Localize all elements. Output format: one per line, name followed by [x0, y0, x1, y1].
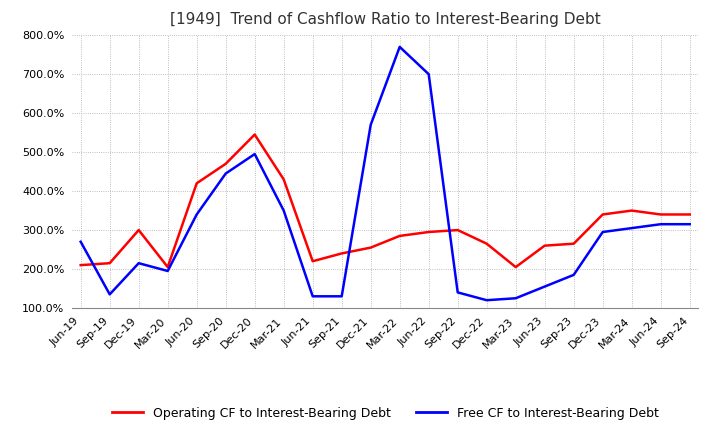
Free CF to Interest-Bearing Debt: [685, 222, 694, 227]
Legend: Operating CF to Interest-Bearing Debt, Free CF to Interest-Bearing Debt: Operating CF to Interest-Bearing Debt, F…: [107, 402, 664, 425]
Operating CF to Interest-Bearing Debt: [627, 208, 636, 213]
Operating CF to Interest-Bearing Debt: [482, 241, 491, 246]
Operating CF to Interest-Bearing Debt: [251, 132, 259, 137]
Operating CF to Interest-Bearing Debt: [570, 241, 578, 246]
Operating CF to Interest-Bearing Debt: [221, 161, 230, 166]
Free CF to Interest-Bearing Debt: [192, 212, 201, 217]
Free CF to Interest-Bearing Debt: [251, 151, 259, 157]
Free CF to Interest-Bearing Debt: [366, 122, 375, 128]
Operating CF to Interest-Bearing Debt: [192, 181, 201, 186]
Free CF to Interest-Bearing Debt: [424, 72, 433, 77]
Operating CF to Interest-Bearing Debt: [395, 233, 404, 238]
Operating CF to Interest-Bearing Debt: [598, 212, 607, 217]
Operating CF to Interest-Bearing Debt: [685, 212, 694, 217]
Free CF to Interest-Bearing Debt: [395, 44, 404, 50]
Operating CF to Interest-Bearing Debt: [454, 227, 462, 233]
Operating CF to Interest-Bearing Debt: [541, 243, 549, 248]
Operating CF to Interest-Bearing Debt: [657, 212, 665, 217]
Free CF to Interest-Bearing Debt: [627, 225, 636, 231]
Free CF to Interest-Bearing Debt: [76, 239, 85, 244]
Operating CF to Interest-Bearing Debt: [105, 260, 114, 266]
Free CF to Interest-Bearing Debt: [598, 229, 607, 235]
Free CF to Interest-Bearing Debt: [454, 290, 462, 295]
Line: Free CF to Interest-Bearing Debt: Free CF to Interest-Bearing Debt: [81, 47, 690, 300]
Operating CF to Interest-Bearing Debt: [366, 245, 375, 250]
Free CF to Interest-Bearing Debt: [338, 293, 346, 299]
Free CF to Interest-Bearing Debt: [279, 208, 288, 213]
Free CF to Interest-Bearing Debt: [221, 171, 230, 176]
Free CF to Interest-Bearing Debt: [135, 260, 143, 266]
Operating CF to Interest-Bearing Debt: [279, 177, 288, 182]
Free CF to Interest-Bearing Debt: [163, 268, 172, 274]
Operating CF to Interest-Bearing Debt: [308, 259, 317, 264]
Line: Operating CF to Interest-Bearing Debt: Operating CF to Interest-Bearing Debt: [81, 135, 690, 267]
Title: [1949]  Trend of Cashflow Ratio to Interest-Bearing Debt: [1949] Trend of Cashflow Ratio to Intere…: [170, 12, 600, 27]
Operating CF to Interest-Bearing Debt: [135, 227, 143, 233]
Operating CF to Interest-Bearing Debt: [163, 264, 172, 270]
Operating CF to Interest-Bearing Debt: [424, 229, 433, 235]
Free CF to Interest-Bearing Debt: [541, 284, 549, 289]
Free CF to Interest-Bearing Debt: [511, 296, 520, 301]
Free CF to Interest-Bearing Debt: [482, 297, 491, 303]
Operating CF to Interest-Bearing Debt: [338, 251, 346, 256]
Free CF to Interest-Bearing Debt: [105, 292, 114, 297]
Operating CF to Interest-Bearing Debt: [511, 264, 520, 270]
Free CF to Interest-Bearing Debt: [570, 272, 578, 278]
Free CF to Interest-Bearing Debt: [657, 222, 665, 227]
Operating CF to Interest-Bearing Debt: [76, 263, 85, 268]
Free CF to Interest-Bearing Debt: [308, 293, 317, 299]
